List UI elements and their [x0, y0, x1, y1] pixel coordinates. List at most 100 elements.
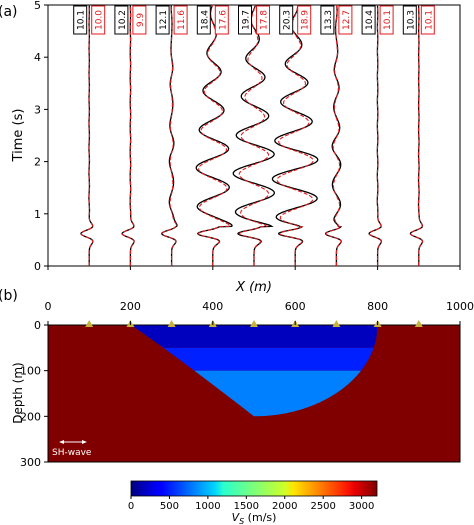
y-tick-label: 5 — [34, 0, 41, 12]
trace-reference-400 — [195, 4, 233, 266]
peak-label-text: 19.7 — [242, 10, 252, 30]
x-axis-label: X (m) — [235, 280, 272, 295]
trace-reference-900 — [409, 4, 424, 266]
peak-label-box — [297, 5, 312, 35]
colorbar-tick-label: 1000 — [195, 501, 220, 512]
y-tick-label: 0 — [34, 319, 41, 332]
peak-label-text: 12.7 — [342, 10, 352, 30]
x-tick-label: 600 — [285, 300, 306, 313]
colorbar-ticks: 0 500 1000 1500 2000 2500 3000 — [128, 496, 374, 512]
colorbar: 0 500 1000 1500 2000 2500 3000 VS (m/s) — [128, 480, 378, 525]
basin-layer-2 — [130, 347, 378, 371]
peak-label-text: 10.1 — [383, 10, 393, 30]
peak-label-text: 18.4 — [200, 10, 210, 30]
colorbar-label: VS (m/s) — [232, 511, 277, 525]
black-peak-label-500: 19.7 — [238, 5, 252, 35]
trace-estimate-600 — [276, 4, 314, 266]
peak-label-text: 17.6 — [218, 10, 228, 30]
black-peak-label-900: 10.3 — [402, 5, 417, 35]
peak-label-text: 9.9 — [136, 13, 146, 28]
black-peak-label-200: 10.2 — [114, 5, 129, 35]
peak-label-text: 17.8 — [260, 10, 270, 30]
black-peak-label-700: 13.3 — [320, 5, 335, 35]
peak-label-box — [238, 5, 252, 35]
colorbar-tick-label: 1500 — [234, 501, 259, 512]
panel-a-y-axis-label: Time (s) — [11, 109, 26, 163]
red-peak-label-100: 10.0 — [91, 5, 106, 35]
receiver-marker — [332, 320, 341, 327]
peak-label-box — [420, 5, 435, 35]
sh-wave-label: SH-wave — [52, 448, 92, 458]
receiver-marker — [85, 320, 94, 327]
sh-wave-arrowhead-right — [82, 440, 87, 444]
colorbar-tick-label: 3000 — [349, 501, 374, 512]
black-peak-label-800: 10.4 — [361, 5, 376, 35]
peak-label-text: 20.3 — [283, 10, 293, 30]
receiver-marker — [414, 320, 423, 327]
peak-label-box — [379, 5, 394, 35]
peak-label-text: 10.3 — [406, 10, 416, 30]
x-tick-label: 400 — [202, 300, 223, 313]
receiver-marker — [250, 320, 258, 327]
red-peak-label-200: 9.9 — [132, 5, 147, 35]
peak-label-box — [155, 5, 170, 35]
peak-label-box — [73, 5, 88, 35]
black-peak-label-300: 12.1 — [155, 5, 170, 35]
colorbar-tick-label: 2000 — [272, 501, 297, 512]
panel-a-frame — [47, 4, 461, 267]
panel-b-plot: 0 200 400 600 800 1000 0 100 200 300 Depth (m) S… — [11, 300, 474, 469]
peak-label-text: 12.1 — [159, 10, 169, 30]
trace-estimate-800 — [368, 4, 382, 266]
trace-reference-600 — [271, 4, 319, 266]
black-peak-label-100: 10.1 — [73, 5, 88, 35]
trace-estimate-100 — [80, 4, 94, 266]
peak-label-box — [214, 5, 229, 35]
colorbar-gradient — [130, 480, 378, 497]
x-tick-label: 1000 — [446, 300, 474, 313]
trace-reference-200 — [121, 4, 135, 266]
peak-label-box — [338, 5, 353, 35]
panel-b-y-axis-label: Depth (m) — [11, 362, 25, 423]
y-tick-label: 0 — [34, 260, 41, 273]
red-peak-label-400: 17.6 — [214, 5, 229, 35]
peak-label-box — [320, 5, 335, 35]
peak-label-text: 10.1 — [77, 10, 87, 30]
panel-a-trace-labels: 10.1 10.0 10.2 9.9 12.1 11.6 18.4 17.6 19.7 17.8 2… — [73, 5, 435, 35]
red-peak-label-800: 10.1 — [379, 5, 394, 35]
panel-a-label: (a) — [0, 4, 18, 20]
trace-reference-500 — [232, 4, 276, 266]
peak-label-box — [91, 5, 106, 35]
panel-a-x-ticks — [47, 266, 461, 270]
black-peak-label-400: 18.4 — [196, 5, 211, 35]
y-tick-label: 200 — [20, 410, 41, 423]
peak-label-box — [279, 5, 294, 35]
panel-a-traces — [80, 4, 424, 266]
red-peak-label-500: 17.8 — [256, 5, 270, 35]
trace-estimate-900 — [409, 5, 424, 266]
peak-label-box — [196, 5, 211, 35]
peak-label-box — [132, 5, 147, 35]
colorbar-tick-label: 500 — [160, 501, 179, 512]
x-tick-label: 0 — [45, 300, 52, 313]
peak-label-box — [114, 5, 129, 35]
peak-label-box — [402, 5, 417, 35]
black-peak-label-600: 20.3 — [279, 5, 294, 35]
peak-label-box — [256, 5, 270, 35]
panel-a-plot: 10.1 10.0 10.2 9.9 12.1 11.6 18.4 17.6 19.7 17.8 2… — [11, 0, 461, 273]
sh-wave-arrowhead-left — [59, 440, 64, 444]
y-tick-label: 100 — [20, 365, 41, 378]
red-peak-label-700: 12.7 — [338, 5, 353, 35]
peak-label-text: 10.2 — [118, 10, 128, 30]
trace-estimate-400 — [197, 4, 231, 266]
panel-b-y-axis: 0 100 200 300 — [20, 319, 48, 469]
peak-label-text: 18.9 — [301, 10, 311, 30]
peak-label-box — [173, 5, 188, 35]
trace-estimate-300 — [161, 4, 178, 266]
colorbar-tick-label: 2500 — [310, 501, 335, 512]
panel-a-y-axis: 0 1 2 3 4 5 — [34, 0, 48, 273]
red-peak-label-900: 10.1 — [420, 5, 435, 35]
x-tick-label: 200 — [120, 300, 141, 313]
trace-estimate-200 — [121, 4, 135, 266]
peak-label-text: 10.0 — [95, 10, 105, 30]
